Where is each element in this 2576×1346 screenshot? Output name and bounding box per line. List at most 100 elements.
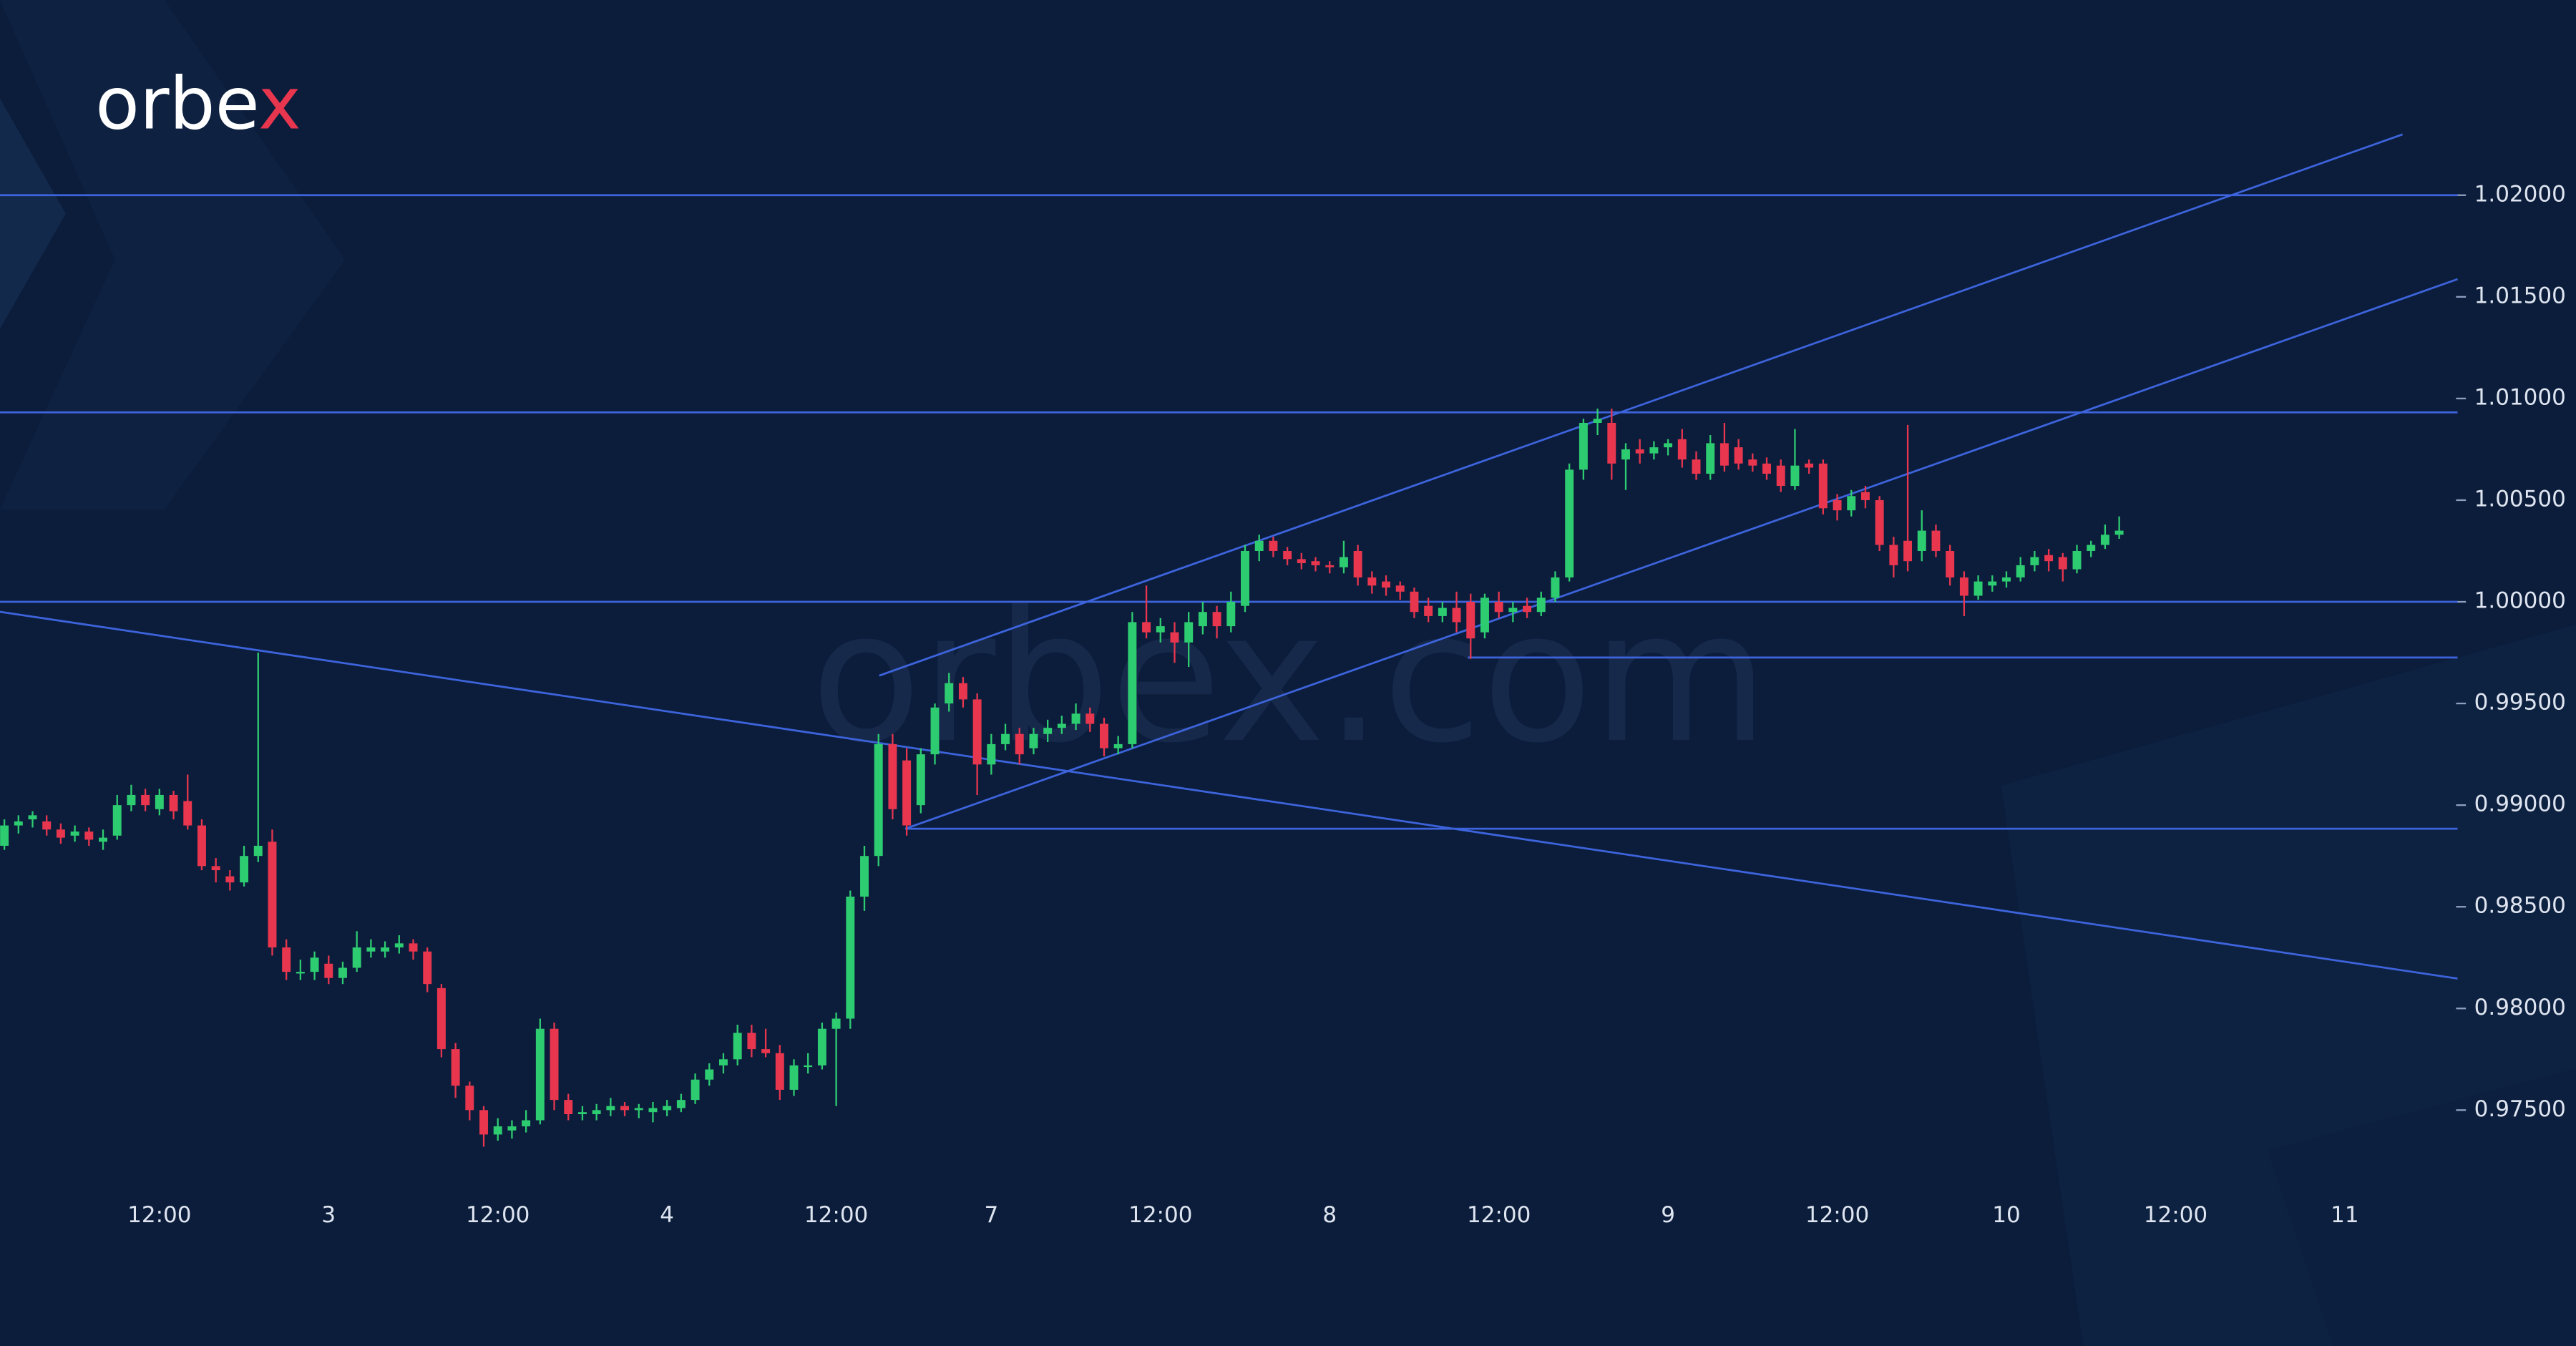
candle-body (99, 837, 108, 842)
y-tick-label: 1.00500 (2474, 486, 2566, 512)
candle-body (930, 707, 940, 755)
candle-body (2002, 577, 2011, 582)
candle-body (2058, 557, 2067, 570)
candles (0, 409, 2124, 1147)
candle-body (2100, 535, 2109, 545)
candle-body (1283, 550, 1292, 560)
x-tick-label: 12:00 (2144, 1202, 2207, 1228)
candle-body (28, 815, 37, 820)
candle-body (141, 794, 150, 806)
candle-body (1649, 447, 1659, 454)
candle-body (1818, 463, 1828, 509)
candle-body (169, 794, 178, 811)
candle-body (958, 683, 967, 700)
y-tick-label: 1.01000 (2474, 384, 2566, 410)
candle-body (84, 832, 94, 840)
candle-body (1959, 577, 1968, 596)
candle-body (282, 947, 291, 972)
watermark: orbex.com (811, 572, 1769, 783)
candle-body (535, 1028, 545, 1121)
candle-body (1466, 602, 1475, 639)
candle-body (423, 951, 432, 985)
candle-body (1593, 419, 1602, 423)
candle-body (1579, 422, 1588, 470)
candle-body (197, 825, 206, 867)
candle-body (916, 754, 925, 806)
candle-body (1071, 713, 1080, 724)
candle-body (1664, 443, 1673, 448)
candle-body (1833, 499, 1842, 511)
candle-body (1946, 550, 1955, 577)
candle-body (493, 1126, 502, 1135)
candle-body (1438, 608, 1447, 616)
candle-body (1128, 622, 1137, 744)
candle-body (14, 821, 23, 826)
candle-body (550, 1028, 559, 1101)
candle-body (1931, 530, 1941, 551)
candle-body (1917, 530, 1926, 551)
x-tick-label: 12:00 (466, 1202, 530, 1228)
y-tick-label: 0.98500 (2474, 893, 2566, 919)
drawn-line (904, 278, 2458, 830)
candle-body (1677, 439, 1687, 460)
candle-body (268, 842, 277, 948)
candle-body (352, 947, 361, 968)
candle-body (1029, 733, 1038, 748)
candle-body (1635, 449, 1644, 454)
candle-body (634, 1108, 643, 1111)
candle-body (1015, 733, 1024, 755)
x-tick-label: 3 (321, 1202, 336, 1228)
candle-body (1043, 728, 1053, 734)
candle-body (1353, 550, 1362, 577)
x-tick-label: 10 (1992, 1202, 2020, 1228)
candle-body (1536, 598, 1546, 613)
candle-body (1226, 602, 1236, 627)
candle-body (761, 1049, 771, 1053)
candle-body (846, 897, 855, 1019)
candle-body (183, 801, 192, 826)
candle-body (522, 1120, 531, 1127)
x-tick-label: 12:00 (127, 1202, 191, 1228)
candle-body (1325, 565, 1335, 567)
candle-body (1734, 447, 1743, 464)
candle-body (2016, 565, 2025, 577)
candle-body (507, 1126, 517, 1131)
candle-body (691, 1079, 700, 1101)
candle-body (1889, 545, 1898, 565)
candle-body (1551, 577, 1560, 598)
candle-body (987, 743, 996, 765)
candle-body (1988, 581, 1997, 586)
candle-body (409, 943, 418, 952)
candle-body (479, 1110, 488, 1135)
x-tick-label: 7 (984, 1202, 998, 1228)
candle-body (831, 1018, 841, 1029)
candle-body (1339, 557, 1348, 567)
candle-body (1776, 465, 1785, 487)
candle-body (112, 805, 122, 836)
x-tick-label: 8 (1322, 1202, 1337, 1228)
candle-body (775, 1053, 784, 1090)
candle-body (1452, 608, 1461, 623)
candle-body (1311, 561, 1320, 565)
candle-body (564, 1100, 573, 1115)
candle-body (240, 856, 249, 883)
candle-body (1621, 449, 1630, 460)
candle-body (747, 1033, 756, 1050)
candle-body (1719, 443, 1729, 466)
candle-body (860, 856, 869, 897)
candle-body (366, 947, 376, 952)
candle-body (972, 699, 982, 765)
candle-body (1508, 608, 1518, 613)
candle-body (1903, 540, 1913, 562)
candle-body (381, 947, 390, 952)
y-tick-label: 1.01500 (2474, 283, 2566, 308)
candle-body (1790, 465, 1800, 487)
candle-body (1156, 626, 1165, 633)
candle-body (1001, 733, 1010, 744)
candle-body (1085, 713, 1095, 724)
candle-body (1875, 499, 1884, 545)
drawn-line (0, 610, 2458, 980)
candle-body (1424, 605, 1433, 616)
candle-body (1748, 459, 1757, 466)
